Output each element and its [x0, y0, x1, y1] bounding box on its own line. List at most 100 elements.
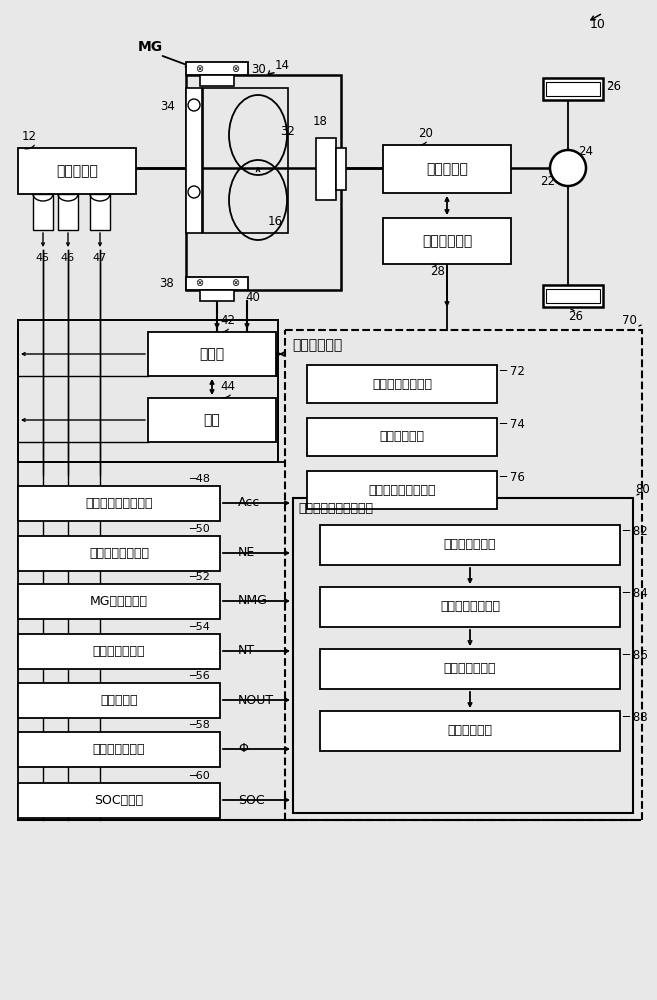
Text: 45: 45 [35, 253, 49, 263]
Circle shape [550, 150, 586, 186]
Bar [18, 536, 220, 571]
Bar [316, 138, 336, 200]
Circle shape [188, 186, 200, 198]
Text: 70: 70 [622, 314, 637, 327]
Text: 扜矩替换单元: 扜矩替换单元 [447, 724, 493, 738]
Bar [186, 75, 341, 290]
Text: ⊗: ⊗ [231, 278, 239, 288]
Bar [200, 290, 234, 301]
Text: ─ 72: ─ 72 [499, 365, 525, 378]
Text: 直喷发动机: 直喷发动机 [56, 164, 98, 178]
Text: ⊗: ⊗ [231, 64, 239, 74]
Bar [320, 587, 620, 627]
Bar [320, 649, 620, 689]
Text: 加速器操作量传感器: 加速器操作量传感器 [85, 497, 152, 510]
Bar [148, 398, 276, 442]
Text: 发动机起动时控制单元: 发动机起动时控制单元 [298, 502, 373, 515]
Text: 发动机起动单元: 发动机起动单元 [443, 538, 496, 552]
Text: ─48: ─48 [189, 474, 210, 484]
Bar [336, 148, 346, 190]
Text: ⊗: ⊗ [195, 278, 203, 288]
Text: ─58: ─58 [189, 720, 210, 730]
Text: 16: 16 [268, 215, 283, 228]
Text: MG转速传感器: MG转速传感器 [90, 595, 148, 608]
Bar [18, 148, 136, 194]
Bar [543, 285, 603, 307]
Text: Φ: Φ [238, 742, 248, 756]
Text: 26: 26 [568, 310, 583, 323]
Bar [186, 277, 248, 290]
Circle shape [188, 99, 200, 111]
Text: 发动机转速传感器: 发动机转速传感器 [89, 547, 149, 560]
Bar [90, 194, 110, 230]
Text: ─56: ─56 [189, 671, 210, 681]
Text: 18: 18 [313, 115, 328, 128]
Text: ─ 76: ─ 76 [499, 471, 525, 484]
Text: ─60: ─60 [189, 771, 210, 781]
Text: 28: 28 [430, 265, 445, 278]
Bar [186, 88, 202, 233]
Bar [383, 145, 511, 193]
Text: NOUT: NOUT [238, 694, 274, 706]
Text: ─ 84: ─ 84 [622, 587, 648, 600]
Text: 20: 20 [418, 127, 433, 140]
Text: 30: 30 [251, 63, 265, 76]
Text: 离合器控制单元: 离合器控制单元 [443, 662, 496, 676]
Text: 40: 40 [245, 291, 260, 304]
Text: 24: 24 [578, 145, 593, 158]
Bar [546, 82, 600, 96]
Text: 渦轮转速传感器: 渦轮转速传感器 [93, 645, 145, 658]
Bar [148, 332, 276, 376]
Text: 44: 44 [220, 380, 235, 393]
Bar [58, 194, 78, 230]
Text: 47: 47 [92, 253, 106, 263]
Bar [543, 78, 603, 100]
Text: 34: 34 [160, 100, 175, 113]
Text: 32: 32 [280, 125, 295, 138]
Bar [203, 88, 288, 233]
Text: ─54: ─54 [189, 622, 210, 632]
Bar [18, 320, 278, 462]
Text: 26: 26 [606, 80, 621, 93]
Bar [320, 525, 620, 565]
Text: 80: 80 [635, 483, 650, 496]
Text: SOC: SOC [238, 794, 265, 806]
Text: 曲轴角度传感器: 曲轴角度传感器 [93, 743, 145, 756]
Text: 10: 10 [590, 18, 606, 31]
Text: 发动机停止控制单元: 发动机停止控制单元 [369, 484, 436, 496]
Text: NMG: NMG [238, 594, 268, 607]
Text: ─ 86: ─ 86 [622, 649, 648, 662]
Text: 12: 12 [22, 130, 37, 143]
Text: MG: MG [138, 40, 163, 54]
Text: 扜矩降低控制单元: 扜矩降低控制单元 [440, 600, 500, 613]
Text: ⊗: ⊗ [195, 64, 203, 74]
Text: 14: 14 [275, 59, 290, 72]
Bar [33, 194, 53, 230]
Text: 42: 42 [220, 314, 235, 327]
Bar [307, 365, 497, 403]
Text: Acc: Acc [238, 496, 260, 510]
Text: 38: 38 [159, 277, 174, 290]
Text: 逆变器: 逆变器 [200, 347, 225, 361]
Text: ─ 88: ─ 88 [622, 711, 648, 724]
Text: 变速控制单元: 变速控制单元 [380, 430, 424, 444]
Bar [285, 330, 642, 820]
Bar [18, 584, 220, 619]
Bar [307, 471, 497, 509]
Text: ─ 74: ─ 74 [499, 418, 525, 431]
Bar [383, 218, 511, 264]
Bar [546, 289, 600, 303]
Text: 混合动力控制单元: 混合动力控制单元 [372, 377, 432, 390]
Text: NT: NT [238, 645, 255, 658]
Bar [18, 634, 220, 669]
Text: ─ 82: ─ 82 [622, 525, 648, 538]
Bar [18, 486, 220, 521]
Text: 22: 22 [540, 175, 555, 188]
Text: 车速传感器: 车速传感器 [101, 694, 138, 707]
Bar [200, 75, 234, 86]
Text: SOC传感器: SOC传感器 [95, 794, 144, 807]
Bar [293, 498, 633, 813]
Bar [186, 62, 248, 75]
Bar [18, 683, 220, 718]
Text: 电池: 电池 [204, 413, 220, 427]
